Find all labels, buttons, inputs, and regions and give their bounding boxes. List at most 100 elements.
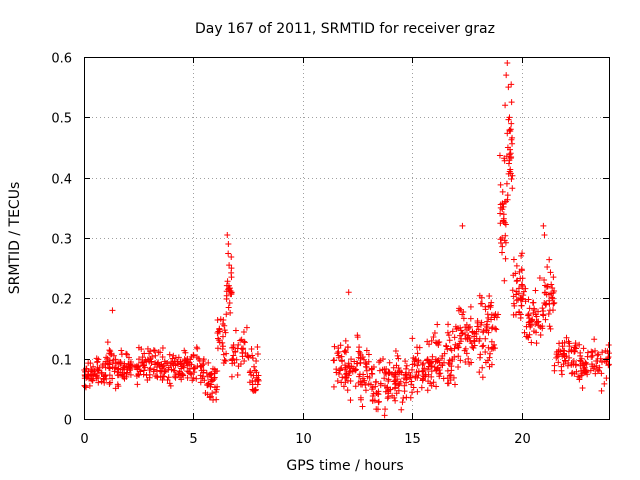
data-point	[150, 347, 157, 354]
axis-ticks	[84, 57, 609, 420]
data-point	[403, 371, 410, 378]
data-point	[508, 175, 515, 182]
data-point	[254, 351, 261, 358]
data-point	[520, 292, 527, 299]
data-point	[391, 394, 398, 401]
data-point	[194, 363, 201, 370]
data-point	[176, 368, 183, 375]
data-point	[375, 398, 382, 405]
data-point	[381, 366, 388, 373]
data-point	[106, 380, 113, 387]
data-point	[359, 354, 366, 361]
data-point	[106, 365, 113, 372]
data-point	[533, 340, 540, 347]
data-point	[226, 262, 233, 269]
data-point	[601, 380, 608, 387]
data-point	[484, 321, 491, 328]
data-point	[224, 231, 231, 238]
data-point	[243, 324, 250, 331]
data-point	[343, 349, 350, 356]
data-point	[359, 403, 366, 410]
data-point	[158, 361, 165, 368]
data-point	[488, 361, 495, 368]
data-point	[382, 406, 389, 413]
data-point	[457, 306, 464, 313]
data-point	[354, 334, 361, 341]
data-point	[516, 309, 523, 316]
data-point	[482, 306, 489, 313]
data-point	[570, 357, 577, 364]
data-point	[234, 345, 241, 352]
data-point	[467, 303, 474, 310]
data-point	[480, 328, 487, 335]
data-point	[444, 380, 451, 387]
data-point	[479, 343, 486, 350]
data-point	[573, 361, 580, 368]
data-point	[175, 354, 182, 361]
x-tick-label: 20	[514, 432, 531, 447]
data-point	[506, 126, 513, 133]
y-tick-label: 0.1	[51, 354, 72, 369]
data-point	[466, 334, 473, 341]
data-point	[214, 383, 221, 390]
data-point	[400, 395, 407, 402]
data-point	[224, 278, 231, 285]
data-point	[469, 344, 476, 351]
data-point	[449, 328, 456, 335]
data-point	[114, 372, 121, 379]
y-tick-labels: 0 0.1 0.2 0.3 0.4 0.5 0.6	[51, 52, 72, 429]
data-point	[165, 374, 172, 381]
data-point	[463, 350, 470, 357]
data-point	[484, 357, 491, 364]
data-point	[588, 353, 595, 360]
data-point	[103, 354, 110, 361]
data-point	[331, 343, 338, 350]
data-point	[148, 359, 155, 366]
x-tick-label: 0	[80, 432, 88, 447]
data-point	[424, 387, 431, 394]
data-point	[242, 350, 249, 357]
data-point	[182, 349, 189, 356]
data-point	[254, 344, 261, 351]
data-point	[564, 362, 571, 369]
data-point	[550, 274, 557, 281]
data-point	[513, 297, 520, 304]
data-point	[178, 361, 185, 368]
data-point	[426, 360, 433, 367]
data-point	[579, 370, 586, 377]
data-point	[144, 376, 151, 383]
data-point	[87, 360, 94, 367]
data-point	[167, 382, 174, 389]
data-point	[597, 355, 604, 362]
data-point	[460, 315, 467, 322]
data-point	[392, 347, 399, 354]
data-point	[518, 267, 525, 274]
data-point	[457, 357, 464, 364]
data-point	[211, 374, 218, 381]
data-point	[488, 311, 495, 318]
data-point	[436, 373, 443, 380]
data-point	[142, 364, 149, 371]
data-point	[477, 321, 484, 328]
data-point	[253, 369, 260, 376]
data-point	[414, 388, 421, 395]
data-point	[551, 287, 558, 294]
data-point	[403, 365, 410, 372]
data-point	[553, 349, 560, 356]
data-point	[591, 363, 598, 370]
data-point	[509, 287, 516, 294]
data-point	[414, 344, 421, 351]
data-point	[180, 372, 187, 379]
data-point	[219, 346, 226, 353]
data-point	[428, 363, 435, 370]
data-point	[87, 371, 94, 378]
data-point	[401, 375, 408, 382]
data-point	[199, 362, 206, 369]
data-point	[193, 344, 200, 351]
data-point	[403, 379, 410, 386]
data-point	[375, 388, 382, 395]
data-point	[186, 359, 193, 366]
data-point	[381, 382, 388, 389]
data-point	[392, 397, 399, 404]
data-point	[204, 373, 211, 380]
